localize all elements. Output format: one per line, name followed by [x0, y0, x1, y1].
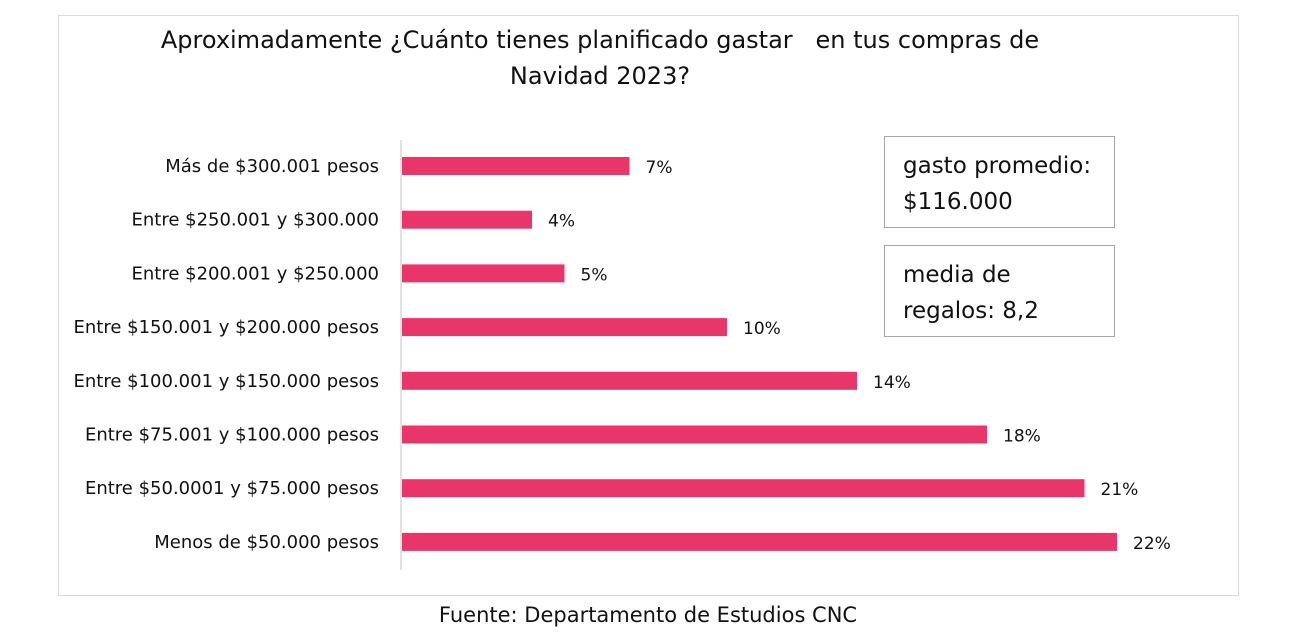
- category-label: Entre $150.001 y $200.000 pesos: [74, 317, 380, 338]
- category-label: Entre $250.001 y $300.000: [131, 210, 379, 231]
- data-label: 5%: [581, 265, 608, 285]
- average-gifts-box: media de regalos: 8,2: [884, 245, 1115, 337]
- bar: [402, 371, 857, 390]
- data-label: 14%: [873, 373, 911, 393]
- category-label: Entre $50.0001 y $75.000 pesos: [85, 478, 379, 499]
- bar: [402, 157, 630, 175]
- bar: [402, 210, 532, 229]
- bar: [402, 318, 727, 337]
- data-label: 18%: [1003, 427, 1041, 447]
- source-note: Fuente: Departamento de Estudios CNC: [438, 603, 858, 627]
- average-spend-box: gasto promedio: $116.000: [884, 136, 1115, 228]
- data-label: 21%: [1101, 480, 1139, 500]
- category-label: Entre $200.001 y $250.000: [131, 263, 379, 284]
- category-label: Entre $75.001 y $100.000 pesos: [85, 425, 379, 446]
- data-label: 10%: [743, 319, 781, 339]
- category-label: Entre $100.001 y $150.000 pesos: [74, 371, 380, 392]
- category-label: Menos de $50.000 pesos: [154, 532, 379, 553]
- data-label: 22%: [1133, 534, 1171, 554]
- bar: [402, 425, 987, 444]
- data-label: 4%: [548, 212, 575, 232]
- bar: [402, 479, 1085, 498]
- category-label: Más de $300.001 pesos: [165, 156, 379, 177]
- bar: [402, 532, 1117, 551]
- chart-title: Aproximadamente ¿Cuánto tienes planifica…: [160, 26, 1040, 90]
- data-label: 7%: [646, 158, 673, 178]
- bar: [402, 264, 565, 283]
